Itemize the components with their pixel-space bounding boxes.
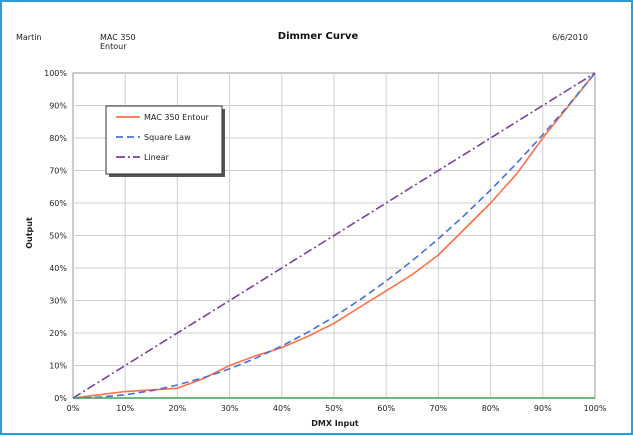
y-tick-label: 100% (44, 69, 67, 78)
y-tick-label: 10% (49, 362, 67, 371)
x-tick-label: 20% (169, 404, 187, 413)
y-tick-label: 0% (54, 394, 67, 403)
device-name-line1: MAC 350 (100, 33, 136, 42)
x-tick-label: 0% (67, 404, 80, 413)
series-line-square-law (72, 72, 596, 399)
x-tick-label: 50% (325, 404, 343, 413)
series-line-linear (72, 72, 596, 399)
x-tick-label: 80% (482, 404, 500, 413)
y-axis-label: Output (25, 217, 34, 249)
y-tick-label: 90% (49, 102, 67, 111)
series-lines (72, 72, 596, 399)
legend-entry: MAC 350 Entour (144, 113, 209, 122)
y-tick-label: 50% (49, 232, 67, 241)
x-axis-label: DMX Input (311, 419, 359, 428)
x-tick-label: 70% (430, 404, 448, 413)
x-tick-label: 60% (377, 404, 395, 413)
y-tick-label: 30% (49, 297, 67, 306)
device-name-line2: Entour (100, 42, 127, 51)
series-line-mac-350-entour (72, 72, 596, 399)
y-tick-label: 40% (49, 264, 67, 273)
y-tick-label: 70% (49, 167, 67, 176)
x-tick-label: 100% (584, 404, 607, 413)
x-tick-label: 90% (534, 404, 552, 413)
x-tick-label: 40% (273, 404, 291, 413)
axis-ticks: 0% 10% 20% 30% 40% 50% 60% 70% 80% 90% 100% 0% 10% 20… (44, 69, 607, 413)
x-tick-label: 10% (116, 404, 134, 413)
legend-entry: Linear (144, 153, 170, 162)
y-tick-label: 60% (49, 199, 67, 208)
legend-entry: Square Law (144, 133, 191, 142)
legend: MAC 350 Entour Square Law Linear (105, 105, 225, 177)
y-tick-label: 20% (49, 329, 67, 338)
y-tick-label: 80% (49, 134, 67, 143)
chart-title: Dimmer Curve (278, 31, 359, 42)
manufacturer-label: Martin (16, 33, 42, 42)
x-tick-label: 30% (221, 404, 239, 413)
chart-date: 6/6/2010 (552, 33, 588, 42)
